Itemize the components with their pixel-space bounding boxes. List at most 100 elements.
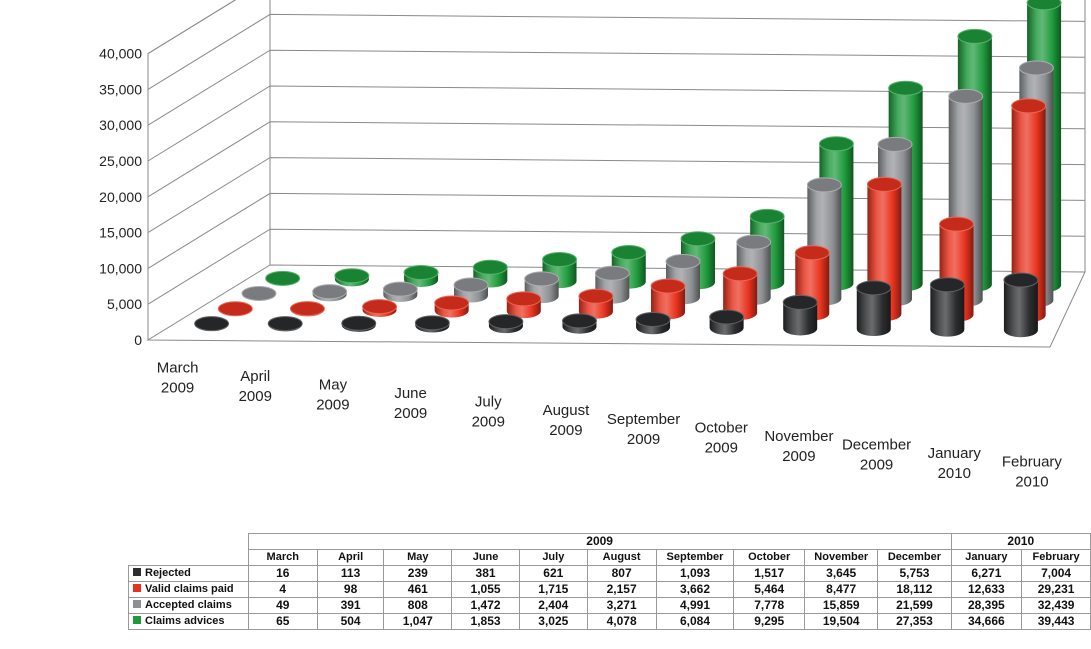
- bar-rejected: [929, 277, 965, 337]
- bar-valid-claims-paid: [434, 295, 470, 318]
- x-tick-label: November 2009: [764, 428, 833, 465]
- table-cell: 4,078: [586, 613, 657, 630]
- month-header: April: [316, 549, 385, 566]
- bar-accepted-claims: [312, 284, 348, 302]
- table-cell: 49: [247, 597, 318, 614]
- table-cell: 5,753: [877, 565, 952, 582]
- row-label: Claims advices: [128, 613, 249, 630]
- table-cell: 29,231: [1021, 581, 1091, 598]
- y-tick-label: 5,000: [107, 296, 142, 312]
- month-header: January: [950, 549, 1023, 566]
- x-tick-label: October 2009: [695, 419, 748, 456]
- row-label: Valid claims paid: [128, 581, 249, 598]
- x-tick-label: July 2009: [472, 394, 505, 431]
- blank-cell: [129, 534, 249, 550]
- table-cell: 3,645: [804, 565, 879, 582]
- bar-valid-claims-paid: [506, 291, 542, 319]
- table-cell: 2,157: [586, 581, 657, 598]
- table-cell: 239: [383, 565, 453, 582]
- bar-claims-advices: [334, 268, 370, 287]
- bar-rejected: [561, 313, 597, 334]
- table-row: Valid claims paid 4 98 461 1,055 1,715 2,157 3,…: [128, 581, 1091, 598]
- bar-claims-advices: [403, 264, 439, 287]
- table-cell: 98: [316, 581, 385, 598]
- month-header: May: [383, 549, 453, 566]
- bar-valid-claims-paid: [362, 299, 398, 317]
- gridline: [147, 49, 1086, 126]
- bar-claims-advices: [265, 270, 301, 286]
- y-tick-label: 15,000: [99, 225, 142, 241]
- table-cell: 16: [247, 565, 318, 582]
- table-cell: 1,517: [733, 565, 806, 582]
- table-cell: 807: [586, 565, 657, 582]
- data-table: 2009 2010 March April May June July August Septe…: [128, 533, 1091, 630]
- table-cell: 65: [247, 613, 318, 630]
- bar-accepted-claims: [241, 285, 277, 301]
- table-cell: 1,047: [383, 613, 453, 630]
- table-cell: 7,004: [1021, 565, 1091, 582]
- table-cell: 808: [383, 597, 453, 614]
- year-header-row: 2009 2010: [129, 533, 1091, 550]
- table-cell: 1,853: [451, 613, 520, 630]
- bar-rejected: [856, 280, 892, 337]
- x-tick-label: June 2009: [394, 385, 427, 422]
- table-cell: 113: [316, 565, 385, 582]
- gridline: [147, 85, 1086, 162]
- bar-valid-claims-paid: [722, 266, 758, 320]
- gridline: [147, 157, 1086, 234]
- y-tick-label: 30,000: [99, 117, 142, 133]
- legend-swatch: [133, 600, 141, 608]
- table-cell: 1,472: [451, 597, 520, 614]
- month-header-row: March April May June July August September Octo…: [129, 549, 1091, 566]
- table-cell: 391: [316, 597, 385, 614]
- table-cell: 4: [247, 581, 318, 598]
- gridline: [147, 121, 1086, 198]
- legend-swatch: [133, 568, 141, 576]
- cylinder-chart: 0 5,000 10,000 15,000 20,000 25,000 30,000 35,0…: [99, 0, 1086, 491]
- bar-valid-claims-paid: [650, 278, 686, 320]
- table-cell: 6,271: [950, 565, 1023, 582]
- table-cell: 28,395: [950, 597, 1023, 614]
- table-cell: 5,464: [733, 581, 806, 598]
- table-cell: 39,443: [1021, 613, 1091, 630]
- month-header: December: [877, 549, 952, 566]
- legend-swatch: [133, 584, 141, 592]
- bar-rejected: [488, 314, 524, 334]
- table-cell: 1,055: [451, 581, 520, 598]
- bar-rejected: [341, 315, 377, 332]
- table-cell: 34,666: [950, 613, 1023, 630]
- row-label: Accepted claims: [128, 597, 249, 614]
- bar-rejected: [194, 316, 230, 332]
- bar-rejected: [782, 294, 818, 336]
- back-wall: [1084, 0, 1086, 272]
- bar-valid-claims-paid: [1011, 98, 1047, 323]
- x-tick-label: August 2009: [543, 402, 591, 439]
- bar-valid-claims-paid: [578, 288, 614, 319]
- table-cell: 6,084: [655, 613, 735, 630]
- x-tick-label: March 2009: [157, 359, 199, 396]
- table-cell: 18,112: [877, 581, 952, 598]
- month-header: July: [518, 549, 588, 566]
- table-cell: 461: [383, 581, 453, 598]
- month-header: March: [247, 549, 318, 566]
- month-header: August: [586, 549, 657, 566]
- bar-valid-claims-paid: [289, 301, 325, 317]
- table-cell: 381: [451, 565, 520, 582]
- row-label: Rejected: [128, 565, 249, 582]
- year-header: 2009: [247, 533, 952, 550]
- table-row: Accepted claims 49 391 808 1,472 2,404 3,271 4,…: [128, 597, 1091, 614]
- table-cell: 32,439: [1021, 597, 1091, 614]
- table-cell: 3,271: [586, 597, 657, 614]
- table-cell: 504: [316, 613, 385, 630]
- bar-valid-claims-paid: [217, 301, 253, 317]
- legend-label: Accepted claims: [145, 599, 232, 611]
- table-cell: 8,477: [804, 581, 879, 598]
- x-tick-label: January 2010: [928, 445, 982, 482]
- month-header: June: [451, 549, 520, 566]
- legend-label: Rejected: [145, 567, 191, 579]
- table-cell: 7,778: [733, 597, 806, 614]
- bar-rejected: [414, 315, 450, 333]
- table-cell: 9,295: [733, 613, 806, 630]
- y-tick-label: 0: [134, 332, 142, 348]
- table-cell: 1,715: [518, 581, 588, 598]
